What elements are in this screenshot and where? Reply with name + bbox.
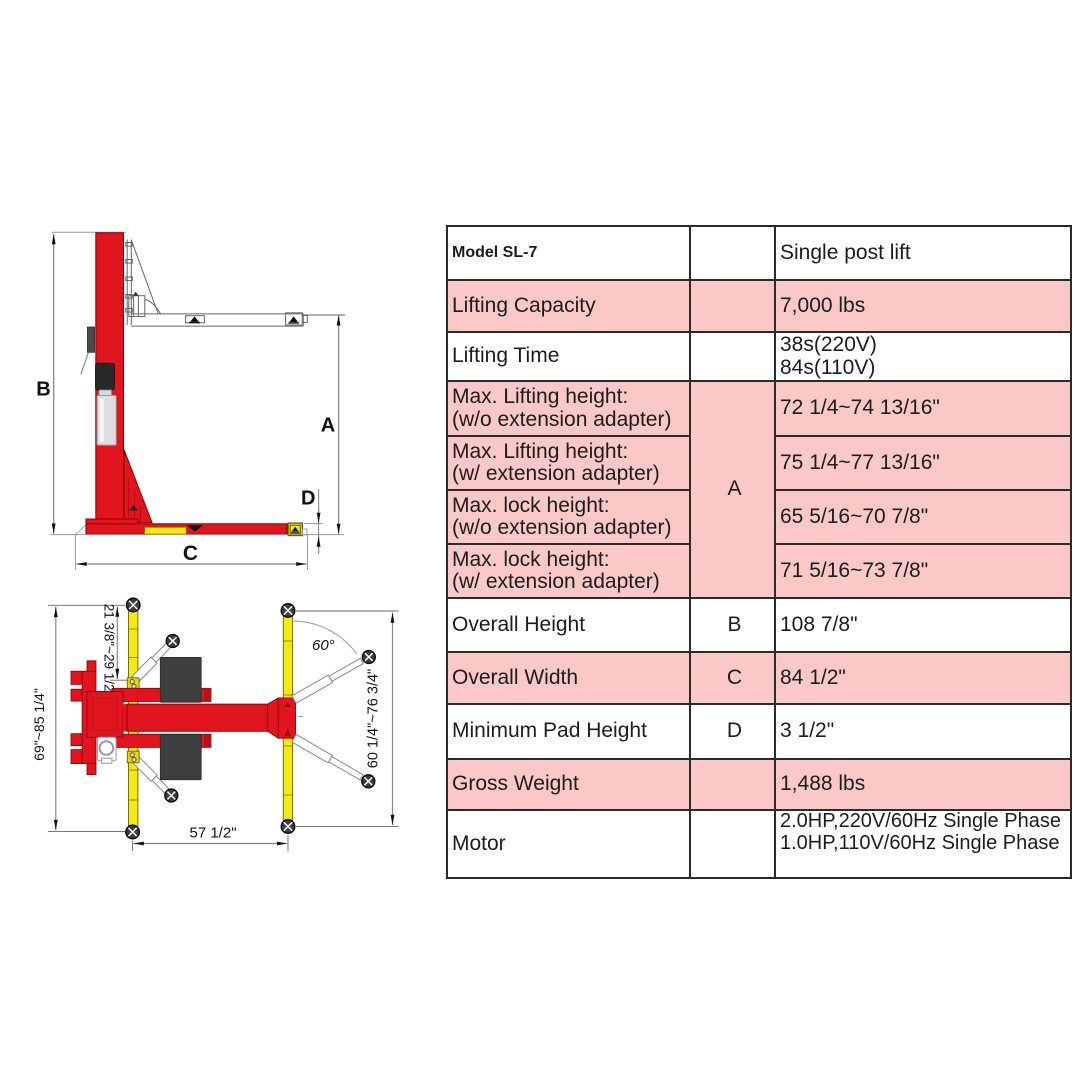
svg-text:B: B [36,379,50,401]
svg-text:C: C [183,542,198,565]
svg-text:57 1/2": 57 1/2" [189,825,236,842]
svg-text:A: A [321,415,335,437]
svg-text:69"~85 1/4": 69"~85 1/4" [31,688,47,761]
svg-text:60 1/4"~76 3/4": 60 1/4"~76 3/4" [366,669,382,768]
svg-text:D: D [301,488,315,510]
svg-text:21 3/8"~29 1/2": 21 3/8"~29 1/2" [102,604,117,697]
svg-text:60°: 60° [312,637,335,654]
